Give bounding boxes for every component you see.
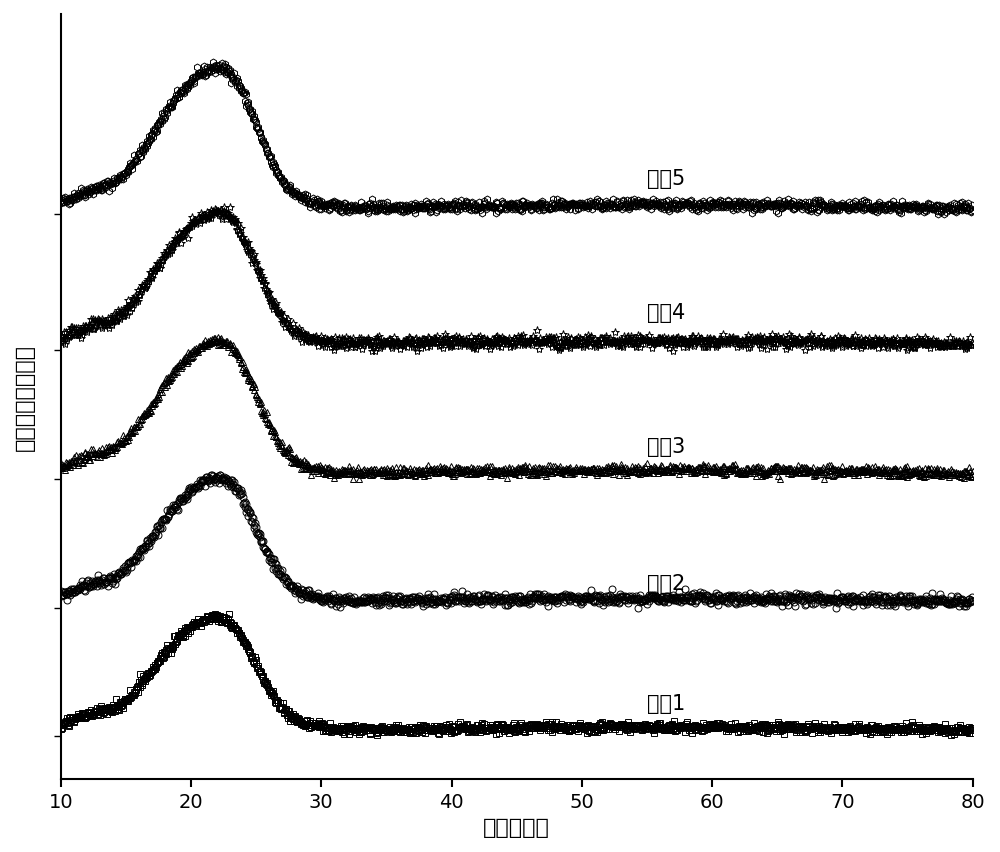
- Y-axis label: 强度（任意单位）: 强度（任意单位）: [15, 343, 35, 451]
- Text: 样品2: 样品2: [647, 573, 685, 594]
- X-axis label: 角度（度）: 角度（度）: [483, 817, 550, 837]
- Text: 样品1: 样品1: [647, 694, 685, 714]
- Text: 样品4: 样品4: [647, 302, 685, 322]
- Text: 样品5: 样品5: [647, 170, 685, 189]
- Text: 样品3: 样品3: [647, 436, 685, 457]
